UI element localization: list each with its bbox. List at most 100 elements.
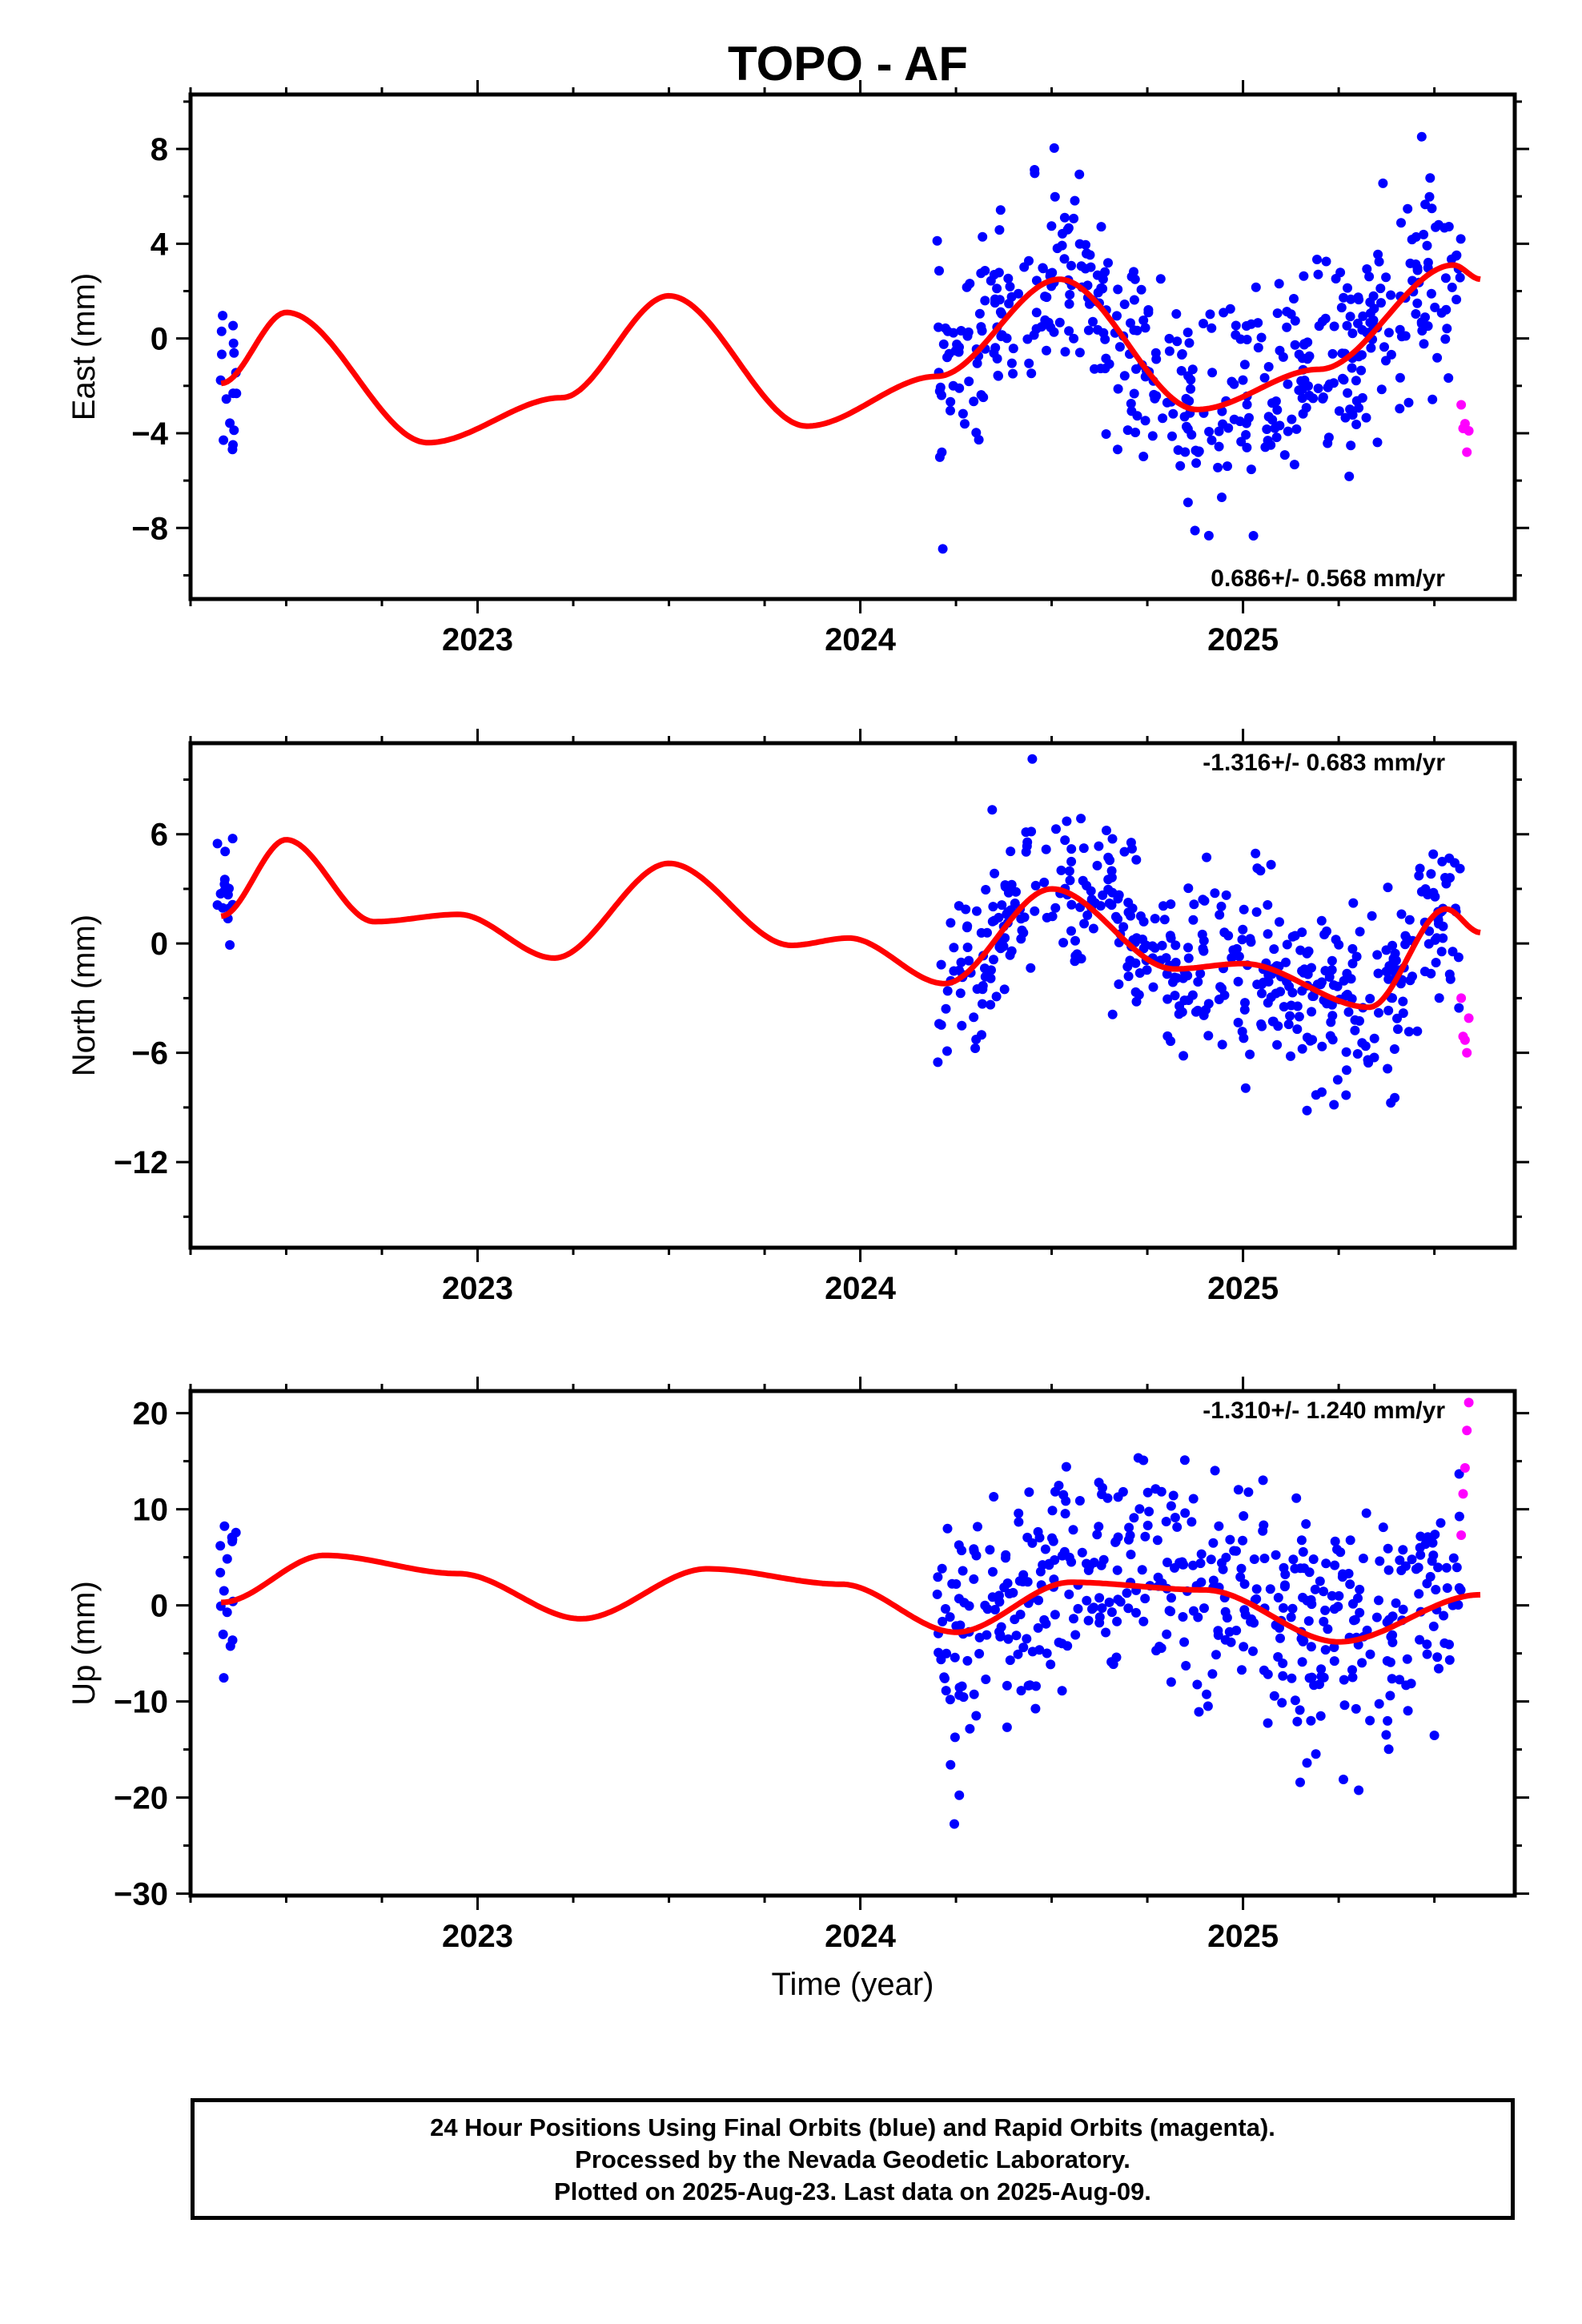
final-orbit-point [1427,394,1438,404]
final-orbit-point [1240,1610,1251,1620]
rapid-orbit-point [1462,1047,1472,1058]
final-orbit-point [1251,848,1261,858]
final-orbit-point [1231,1626,1242,1635]
final-orbit-point [1017,925,1027,935]
final-orbit-point [1305,1035,1315,1046]
final-orbit-point [1315,1576,1325,1586]
final-orbit-point [1342,1065,1351,1076]
final-orbit-point [1298,1592,1308,1602]
final-orbit-point [1297,986,1307,996]
final-orbit-point [1223,931,1234,941]
final-orbit-point [1002,1680,1012,1691]
final-orbit-point [1289,460,1299,470]
final-orbit-point [1087,1604,1097,1614]
final-orbit-point [949,943,959,953]
final-orbit-point [1297,966,1307,976]
final-orbit-point [1014,1517,1024,1527]
final-orbit-point [1166,1501,1176,1511]
final-orbit-point [1140,1531,1150,1542]
final-orbit-point [1199,895,1210,906]
final-orbit-point [942,1046,952,1056]
final-orbit-point [1383,883,1393,893]
final-orbit-point [995,205,1006,215]
final-orbit-point [1286,1051,1295,1061]
final-orbit-point [1284,981,1295,991]
final-orbit-point [1365,317,1375,328]
final-orbit-point [1113,284,1123,295]
final-orbit-point [1407,1554,1417,1565]
final-orbit-point [1310,1584,1320,1594]
final-orbit-point [1161,1517,1171,1526]
final-orbit-point [958,408,968,419]
final-orbit-point [1337,1572,1347,1582]
final-orbit-point [1256,332,1267,343]
final-orbit-point [228,440,238,450]
final-orbit-point [1113,1594,1123,1605]
final-orbit-point [1389,1044,1399,1054]
x-tick-label: 2023 [442,1919,513,1954]
final-orbit-point [1332,981,1343,991]
final-orbit-point [1074,1496,1085,1506]
final-orbit-point [1066,926,1076,936]
final-orbit-point [1243,1487,1254,1498]
final-orbit-point [978,231,988,242]
final-orbit-point [1041,844,1051,854]
final-orbit-point [1051,824,1061,834]
final-orbit-point [1251,907,1262,917]
final-orbit-point [1411,259,1421,269]
final-orbit-point [1140,1594,1150,1604]
final-orbit-point [1203,1031,1214,1041]
y-tick-label: 6 [151,818,168,853]
final-orbit-point [1153,1572,1163,1582]
final-orbit-point [1001,1553,1010,1563]
final-orbit-point [1447,282,1457,292]
final-orbit-point [935,382,946,392]
final-orbit-point [954,1790,965,1800]
y-axis-label: North (mm) [66,915,102,1076]
final-orbit-point [1214,995,1224,1004]
final-orbit-point [994,942,1005,952]
final-orbit-point [1177,1557,1187,1567]
final-orbit-point [1070,935,1080,946]
final-orbit-point [1100,364,1110,374]
final-orbit-point [1456,1585,1466,1595]
final-orbit-point [1246,464,1256,475]
final-orbit-point [1013,1649,1023,1659]
x-tick-label: 2024 [825,1919,897,1954]
caption-line-3: Plotted on 2025-Aug-23. Last data on 202… [554,2177,1151,2205]
final-orbit-point [969,1689,979,1699]
final-orbit-point [1078,843,1089,854]
final-orbit-point [954,1683,965,1693]
final-orbit-point [994,1597,1005,1607]
final-orbit-point [1143,308,1154,318]
final-orbit-point [1454,1511,1464,1522]
final-orbit-point [1288,1554,1299,1565]
final-orbit-point [1100,267,1110,277]
final-orbit-point [1062,816,1072,826]
final-orbit-point [1434,993,1444,1003]
final-orbit-point [1347,328,1358,339]
y-tick-label: −8 [131,511,168,546]
final-orbit-point [1347,1672,1358,1683]
final-orbit-point [970,1043,981,1053]
final-orbit-point [222,1607,232,1618]
final-orbit-point [1387,993,1397,1003]
final-orbit-point [1425,173,1435,183]
x-tick-label: 2023 [442,1271,513,1306]
final-orbit-point [1162,1629,1172,1639]
final-orbit-point [981,885,991,895]
final-orbit-point [1303,1616,1314,1626]
final-orbit-point [1444,1655,1455,1665]
final-orbit-point [1231,330,1241,340]
final-orbit-point [1263,1718,1273,1728]
final-orbit-point [1314,321,1324,332]
final-orbit-point [1135,911,1146,921]
final-orbit-point [1415,1550,1426,1560]
final-orbit-point [974,308,985,319]
final-orbit-point [1440,334,1451,344]
final-orbit-point [1345,1579,1355,1590]
final-orbit-point [1039,877,1050,887]
final-orbit-point [1187,364,1198,375]
final-orbit-point [1420,199,1431,210]
final-orbit-point [1433,1562,1443,1573]
